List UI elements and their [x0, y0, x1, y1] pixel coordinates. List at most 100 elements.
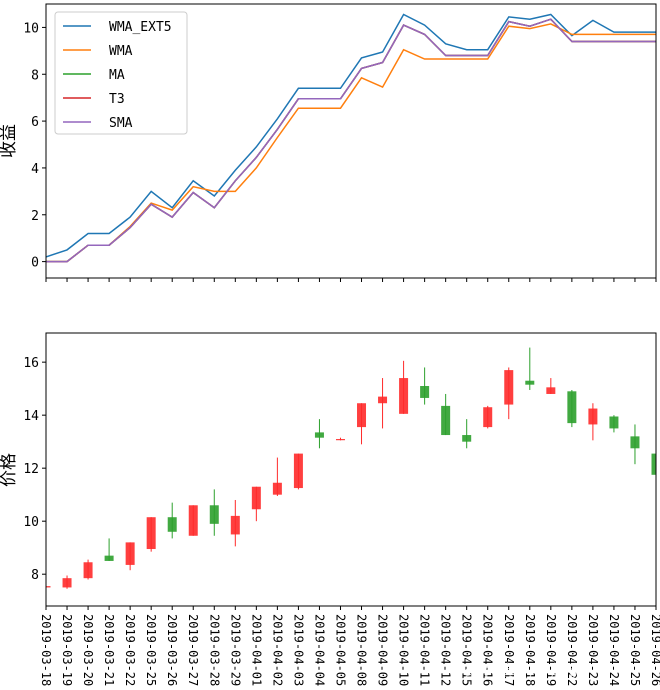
- candle-body: [588, 408, 598, 425]
- candle-body: [62, 578, 72, 588]
- candle-body: [378, 396, 388, 404]
- price-y-label: 价格: [0, 453, 19, 487]
- x-tick-label: 2019-03-26: [165, 614, 179, 686]
- x-tick-label: 2019-04-02: [270, 614, 284, 686]
- x-tick-label: 2019-04-25: [628, 614, 642, 686]
- candle: [651, 453, 656, 478]
- x-tick-label: 2019-04-11: [418, 614, 432, 686]
- legend-box: [54, 11, 188, 135]
- candle-body: [125, 542, 135, 565]
- candle-body: [462, 435, 472, 442]
- candle-body: [357, 403, 367, 428]
- candle-body: [146, 517, 156, 550]
- returns-chart: 0 2 4 6 8 10 收益 WMA_EXT5 WMA MA T3 SMA: [0, 3, 657, 282]
- legend-label: WMA: [109, 44, 133, 59]
- candle: [46, 586, 51, 589]
- legend-label: WMA_EXT5: [109, 20, 172, 35]
- x-tick-label: 2019-04-19: [544, 614, 558, 686]
- y-tick-label: 6: [31, 115, 39, 130]
- candle-body: [167, 517, 177, 532]
- candle-body: [293, 453, 303, 489]
- x-tick-label: 2019-04-12: [439, 614, 453, 686]
- y-tick-label: 14: [23, 409, 39, 424]
- x-tick-label: 2019-03-29: [228, 614, 242, 686]
- y-tick-label: 12: [23, 462, 39, 477]
- candle: [609, 415, 619, 433]
- x-tick-label: 2019-04-26: [649, 614, 660, 686]
- candle: [251, 486, 261, 522]
- x-tick-label: 2019-04-22: [565, 614, 579, 686]
- x-tick-label: 2019-04-01: [249, 614, 263, 686]
- price-axes-frame: [45, 332, 657, 607]
- candle: [357, 403, 367, 445]
- candle-body: [335, 439, 345, 441]
- candle: [378, 378, 388, 429]
- candle-body: [504, 370, 514, 405]
- candle: [588, 403, 598, 441]
- candle: [462, 419, 472, 449]
- candle-body: [251, 486, 261, 510]
- legend: WMA_EXT5 WMA MA T3 SMA: [54, 11, 188, 135]
- x-tick-label: 2019-04-15: [460, 614, 474, 686]
- candle: [188, 505, 198, 536]
- candle-body: [609, 416, 619, 429]
- returns-y-axis: 0 2 4 6 8 10: [23, 21, 46, 271]
- candle: [420, 367, 430, 405]
- candle: [125, 542, 135, 571]
- price-y-axis: 8 10 12 14 16: [23, 356, 46, 583]
- legend-label: MA: [109, 68, 125, 83]
- x-tick-label: 2019-03-25: [144, 614, 158, 686]
- candle-body: [104, 555, 114, 561]
- candle-body: [567, 391, 577, 424]
- y-tick-label: 16: [23, 356, 39, 371]
- candle-body: [272, 482, 282, 495]
- x-tick-label: 2019-04-10: [397, 614, 411, 686]
- candle: [630, 424, 640, 465]
- candle: [83, 559, 93, 580]
- legend-label: SMA: [109, 116, 133, 131]
- series-line-sma: [46, 18, 656, 263]
- x-tick-label: 2019-04-04: [312, 614, 326, 686]
- candle-body: [420, 386, 430, 398]
- returns-y-label: 收益: [0, 124, 19, 158]
- candle-body: [441, 405, 451, 436]
- candle-body: [46, 586, 51, 588]
- candle: [104, 538, 114, 561]
- x-tick-label: 2019-04-18: [523, 614, 537, 686]
- candle-body: [230, 515, 240, 535]
- candle: [230, 499, 240, 547]
- x-tick-label: 2019-04-08: [355, 614, 369, 686]
- candle: [525, 347, 535, 390]
- x-tick-label: 2019-03-19: [60, 614, 74, 686]
- x-tick-label: 2019-04-16: [481, 614, 495, 686]
- x-tick-label: 2019-04-17: [502, 614, 516, 686]
- x-tick-label: 2019-03-18: [39, 614, 53, 686]
- y-tick-label: 10: [23, 21, 39, 36]
- x-tick-label: 2019-04-03: [291, 614, 305, 686]
- candle: [504, 367, 514, 420]
- candlestick-group: [46, 347, 656, 589]
- candle: [546, 378, 556, 394]
- x-tick-label: 2019-04-09: [376, 614, 390, 686]
- candle: [314, 419, 324, 449]
- returns-axes-frame: [45, 3, 657, 279]
- x-tick-label: 2019-03-21: [102, 614, 116, 686]
- price-chart: 8 10 12 14 16 2019-03-18 2019-03-19 2019-03-20…: [0, 332, 660, 686]
- returns-x-axis: [45, 278, 657, 282]
- candle-body: [651, 453, 656, 475]
- x-tick-label: 2019-03-22: [123, 614, 137, 686]
- y-tick-label: 8: [31, 68, 39, 83]
- candle-body: [83, 562, 93, 579]
- x-tick-label: 2019-03-27: [186, 614, 200, 686]
- legend-label: T3: [109, 92, 125, 107]
- candle: [399, 360, 409, 414]
- candle-body: [546, 387, 556, 394]
- candle-body: [483, 407, 493, 428]
- x-tick-label: 2019-04-05: [334, 614, 348, 686]
- candle: [441, 393, 451, 436]
- series-line-wma-ext5: [45, 13, 656, 258]
- returns-series-group: [45, 13, 656, 263]
- candle-body: [209, 505, 219, 524]
- y-tick-label: 4: [31, 162, 39, 177]
